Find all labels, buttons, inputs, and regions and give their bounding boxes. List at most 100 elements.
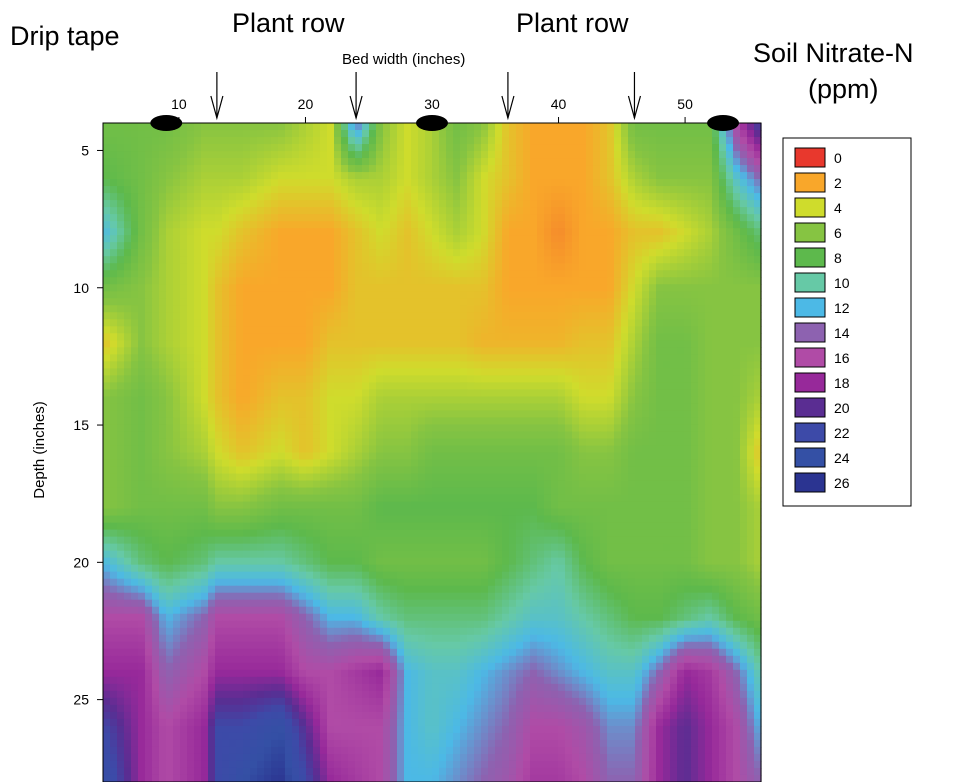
- heatmap-cell: [404, 452, 412, 461]
- heatmap-cell: [600, 410, 608, 419]
- heatmap-cell: [369, 473, 377, 482]
- heatmap-cell: [558, 445, 566, 454]
- heatmap-cell: [383, 179, 391, 187]
- heatmap-cell: [439, 382, 447, 390]
- heatmap-cell: [607, 452, 615, 461]
- heatmap-cell: [166, 221, 174, 229]
- heatmap-cell: [698, 221, 706, 229]
- heatmap-cell: [145, 368, 153, 376]
- heatmap-cell: [341, 487, 349, 496]
- heatmap-cell: [194, 242, 202, 250]
- heatmap-cell: [656, 473, 664, 482]
- heatmap-cell: [621, 389, 629, 398]
- heatmap-cell: [614, 466, 622, 475]
- heatmap-cell: [544, 396, 552, 405]
- heatmap-cell: [670, 375, 678, 383]
- heatmap-cell: [299, 263, 307, 271]
- heatmap-cell: [292, 172, 300, 180]
- heatmap-cell: [600, 473, 608, 482]
- heatmap-cell: [285, 438, 293, 447]
- heatmap-cell: [495, 284, 503, 292]
- heatmap-cell: [110, 298, 118, 306]
- heatmap-cell: [544, 305, 552, 313]
- heatmap-cell: [110, 361, 118, 369]
- heatmap-cell: [733, 242, 741, 250]
- heatmap-cell: [187, 354, 195, 362]
- heatmap-cell: [117, 473, 125, 482]
- heatmap-cell: [341, 417, 349, 426]
- heatmap-cell: [544, 158, 552, 166]
- heatmap-cell: [460, 186, 468, 194]
- heatmap-cell: [236, 347, 244, 355]
- heatmap-cell: [390, 452, 398, 461]
- heatmap-cell: [404, 137, 412, 145]
- heatmap-cell: [152, 270, 160, 278]
- heatmap-cell: [425, 263, 433, 271]
- heatmap-cell: [481, 256, 489, 264]
- heatmap-cell: [110, 396, 118, 405]
- heatmap-cell: [621, 382, 629, 390]
- heatmap-cell: [572, 333, 580, 341]
- heatmap-cell: [523, 487, 531, 496]
- heatmap-cell: [551, 228, 559, 236]
- heatmap-cell: [481, 417, 489, 426]
- heatmap-cell: [404, 249, 412, 257]
- heatmap-cell: [579, 340, 587, 348]
- heatmap-cell: [516, 200, 524, 208]
- heatmap-cell: [677, 298, 685, 306]
- heatmap-cell: [719, 319, 727, 327]
- heatmap-cell: [313, 179, 321, 187]
- heatmap-cell: [166, 228, 174, 236]
- heatmap-cell: [495, 228, 503, 236]
- heatmap-cell: [299, 228, 307, 236]
- heatmap-cell: [614, 459, 622, 468]
- heatmap-cell: [117, 347, 125, 355]
- heatmap-cell: [299, 487, 307, 496]
- heatmap-cell: [376, 207, 384, 215]
- heatmap-cell: [572, 193, 580, 201]
- heatmap-cell: [131, 172, 139, 180]
- heatmap-cell: [495, 158, 503, 166]
- heatmap-cell: [229, 312, 237, 320]
- heatmap-cell: [152, 459, 160, 468]
- heatmap-cell: [593, 354, 601, 362]
- heatmap-cell: [509, 389, 517, 398]
- heatmap-cell: [460, 473, 468, 482]
- heatmap-cell: [670, 179, 678, 187]
- heatmap-cell: [586, 410, 594, 419]
- heatmap-cell: [488, 340, 496, 348]
- heatmap-cell: [180, 319, 188, 327]
- heatmap-cell: [691, 263, 699, 271]
- heatmap-cell: [607, 473, 615, 482]
- heatmap-cell: [558, 130, 566, 138]
- heatmap-cell: [537, 389, 545, 398]
- heatmap-cell: [705, 340, 713, 348]
- heatmap-cell: [516, 438, 524, 447]
- heatmap-cell: [285, 151, 293, 159]
- heatmap-cell: [243, 207, 251, 215]
- heatmap-cell: [285, 347, 293, 355]
- heatmap-cell: [152, 410, 160, 419]
- heatmap-cell: [110, 466, 118, 475]
- heatmap-cell: [516, 403, 524, 412]
- heatmap-cell: [236, 354, 244, 362]
- heatmap-cell: [250, 214, 258, 222]
- heatmap-cell: [523, 123, 531, 131]
- heatmap-cell: [138, 214, 146, 222]
- heatmap-cell: [103, 144, 111, 152]
- heatmap-cell: [229, 221, 237, 229]
- heatmap-cell: [551, 459, 559, 468]
- heatmap-cell: [138, 354, 146, 362]
- heatmap-cell: [726, 137, 734, 145]
- heatmap-cell: [460, 445, 468, 454]
- heatmap-cell: [278, 172, 286, 180]
- heatmap-cell: [117, 165, 125, 173]
- heatmap-cell: [726, 193, 734, 201]
- heatmap-cell: [565, 354, 573, 362]
- heatmap-cell: [754, 291, 762, 299]
- heatmap-cell: [306, 452, 314, 461]
- heatmap-cell: [621, 417, 629, 426]
- heatmap-cell: [334, 179, 342, 187]
- heatmap-cell: [222, 438, 230, 447]
- heatmap-cell: [250, 207, 258, 215]
